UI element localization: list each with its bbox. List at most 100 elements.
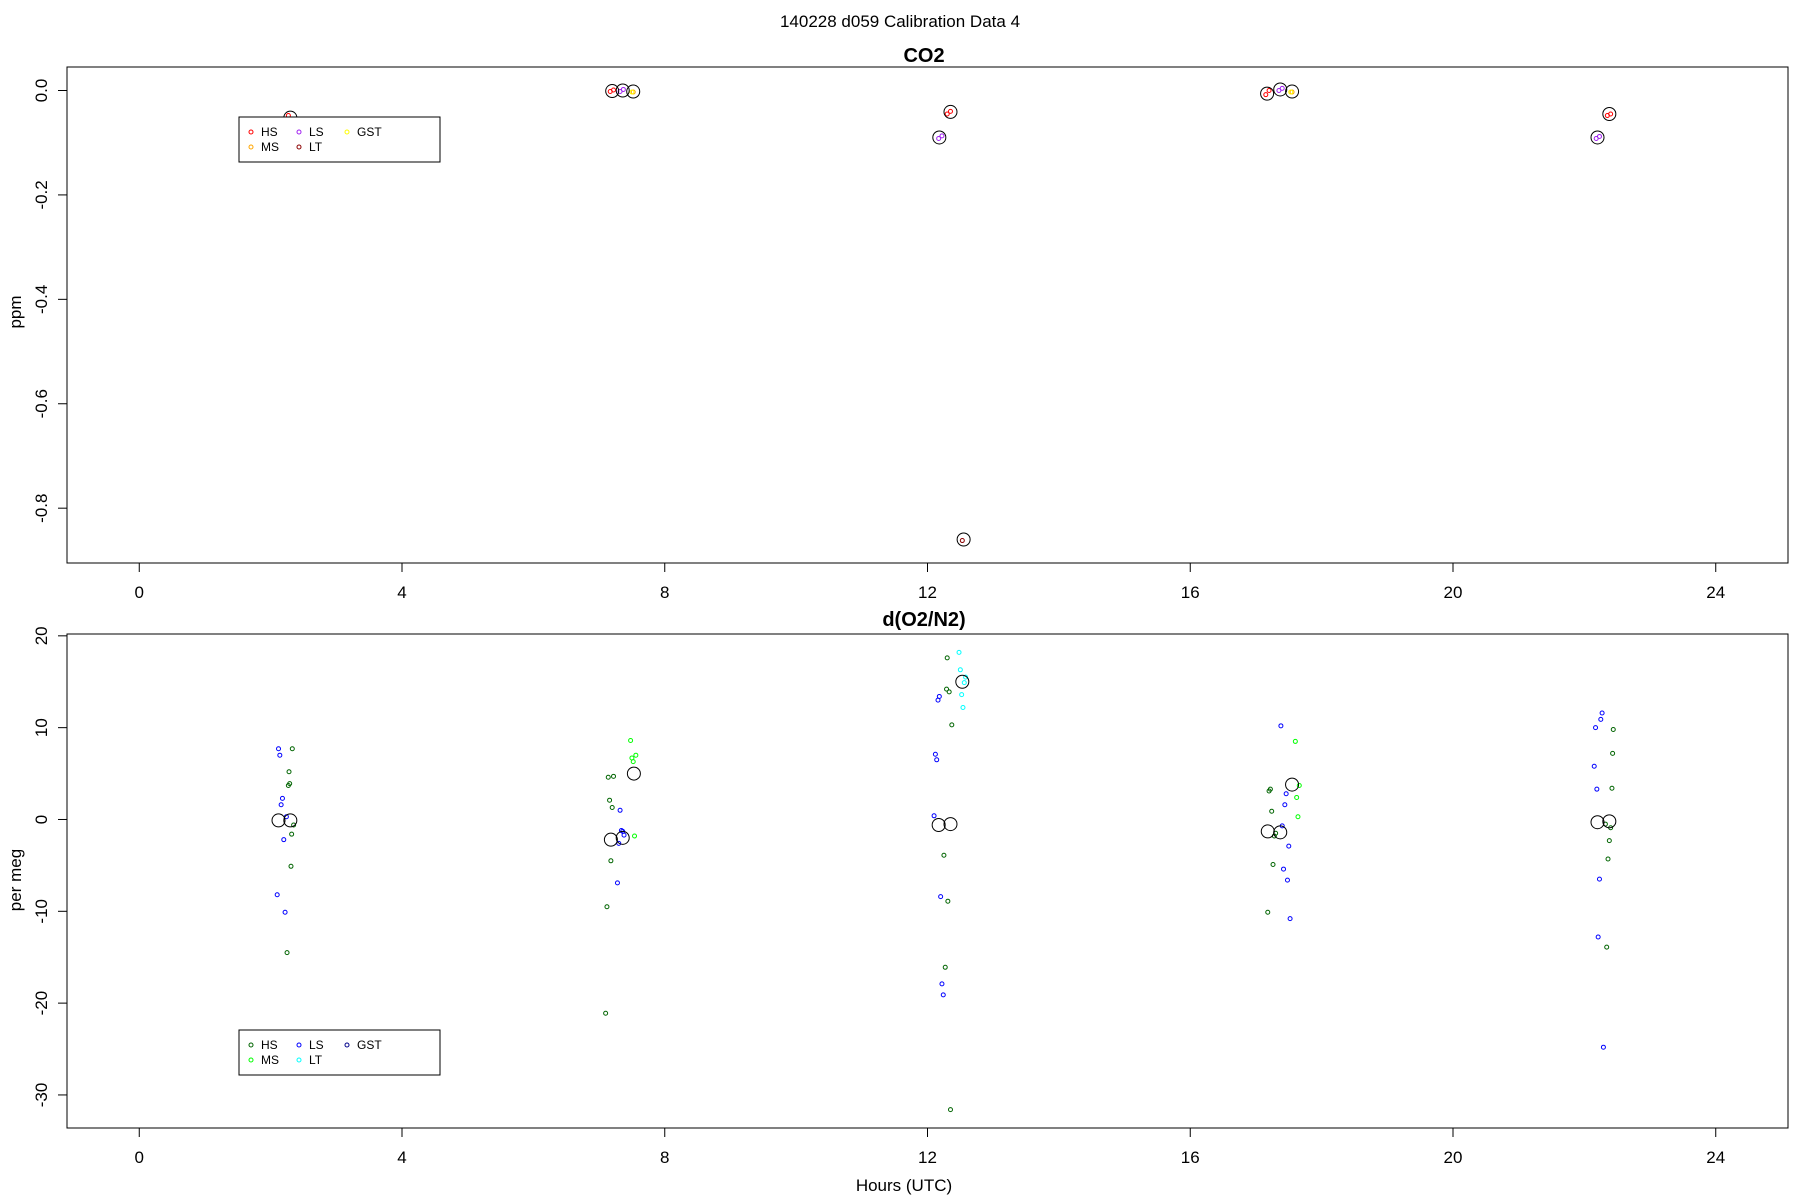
co2-point-lt	[959, 538, 965, 544]
o2n2-point-ms	[1294, 794, 1300, 800]
o2n2-point-hs	[941, 852, 947, 858]
co2-point-ls	[936, 136, 942, 142]
o2n2-point-hs	[947, 1107, 953, 1113]
o2n2-point-hs	[1270, 861, 1276, 867]
o2n2-point-ls	[940, 992, 946, 998]
o2n2-point-hs	[603, 1010, 609, 1016]
o2n2-y-tick-label: 10	[32, 718, 51, 737]
o2n2-point-lt	[959, 692, 965, 698]
o2n2-legend-label-lt: LT	[309, 1053, 323, 1067]
o2n2-point-ls	[1282, 802, 1288, 808]
o2n2-point-hs	[607, 797, 613, 803]
o2n2-legend-label-gst: GST	[357, 1038, 382, 1052]
co2-legend-marker-ls	[296, 129, 302, 135]
o2n2-x-tick-label: 12	[918, 1148, 937, 1167]
o2n2-xlabel: Hours (UTC)	[856, 1176, 952, 1195]
o2n2-point-hs	[291, 822, 297, 828]
o2n2-point-ls	[931, 813, 937, 819]
co2-point-hs	[947, 108, 953, 114]
o2n2-point-hs	[1604, 944, 1610, 950]
o2n2-point-hs	[1265, 909, 1271, 915]
co2-point-gst	[1288, 89, 1294, 95]
o2n2-x-tick-label: 0	[135, 1148, 144, 1167]
co2-mean-marker	[626, 84, 641, 99]
o2n2-mean-marker	[615, 830, 630, 845]
o2n2-point-ms	[633, 752, 639, 758]
co2-mean-marker	[1260, 86, 1275, 101]
o2n2-point-ls	[936, 693, 942, 699]
o2n2-mean-marker	[955, 674, 970, 689]
co2-legend-label-ms: MS	[261, 140, 279, 154]
o2n2-point-ls	[1594, 786, 1600, 792]
o2n2-x-tick-label: 20	[1444, 1148, 1463, 1167]
co2-legend-box	[238, 116, 441, 163]
co2-mean-marker	[932, 130, 947, 145]
o2n2-point-hs	[289, 746, 295, 752]
co2-mean-marker	[956, 532, 971, 547]
o2n2-point-ls	[279, 795, 285, 801]
co2-mean-marker	[1590, 130, 1605, 145]
o2n2-point-hs	[286, 769, 292, 775]
o2n2-panel: d(O2/N2) per meg Hours (UTC) 0 4 8 12 16 20 24…	[6, 609, 1789, 1195]
o2n2-y-tick-label: 20	[32, 626, 51, 645]
co2-point-hs	[1263, 92, 1269, 98]
figure-suptitle: 140228 d059 Calibration Data 4	[780, 12, 1020, 31]
o2n2-point-ls	[1278, 723, 1284, 729]
co2-x-tick-label: 0	[135, 583, 144, 602]
o2n2-x-tick-label: 8	[660, 1148, 669, 1167]
o2n2-point-hs	[605, 774, 611, 780]
co2-mean-marker	[1602, 106, 1617, 121]
co2-legend-label-gst: GST	[357, 125, 382, 139]
o2n2-ylabel: per meg	[6, 849, 25, 911]
o2n2-mean-marker	[1602, 814, 1617, 829]
o2n2-point-ls	[1593, 725, 1599, 731]
o2n2-point-ms	[1296, 783, 1302, 789]
o2n2-point-ls	[1591, 763, 1597, 769]
co2-legend-label-hs: HS	[261, 125, 278, 139]
o2n2-point-ls	[932, 751, 938, 757]
o2n2-legend-marker-ls	[296, 1042, 302, 1048]
co2-legend-marker-ms	[248, 144, 254, 150]
o2n2-mean-marker	[931, 817, 946, 832]
co2-point-ls	[1279, 85, 1285, 91]
co2-y-tick-label: -0.8	[32, 494, 51, 523]
o2n2-point-ls	[621, 832, 627, 838]
co2-x-tick-label: 20	[1444, 583, 1463, 602]
co2-legend-label-ls: LS	[309, 125, 324, 139]
o2n2-point-ls	[1598, 716, 1604, 722]
o2n2-point-hs	[1606, 838, 1612, 844]
co2-point-hs	[944, 111, 950, 117]
o2n2-mean-marker	[626, 766, 641, 781]
o2n2-point-hs	[949, 722, 955, 728]
o2n2-point-hs	[288, 863, 294, 869]
co2-point-ls	[1596, 133, 1602, 139]
co2-x-tick-label: 12	[918, 583, 937, 602]
co2-point-hs	[611, 87, 617, 93]
o2n2-legend-label-hs: HS	[261, 1038, 278, 1052]
o2n2-point-hs	[287, 781, 293, 787]
co2-ylabel: ppm	[6, 295, 25, 328]
o2n2-y-tick-label: -20	[32, 991, 51, 1016]
o2n2-x-tick-label: 4	[397, 1148, 406, 1167]
o2n2-point-lt	[961, 680, 967, 686]
o2n2-point-ls	[938, 894, 944, 900]
o2n2-y-tick-label: 0	[32, 815, 51, 824]
o2n2-point-ls	[1595, 934, 1601, 940]
o2n2-point-ls	[278, 802, 284, 808]
co2-y-tick-label: -0.2	[32, 180, 51, 209]
o2n2-point-ls	[1281, 866, 1287, 872]
o2n2-point-ls	[614, 880, 620, 886]
o2n2-mean-marker	[1260, 824, 1275, 839]
co2-mean-marker	[943, 104, 958, 119]
co2-mean-marker	[1285, 84, 1300, 99]
o2n2-point-ms	[632, 833, 638, 839]
o2n2-point-lt	[963, 674, 969, 680]
o2n2-point-ls	[1599, 710, 1605, 716]
o2n2-point-ls	[276, 746, 282, 752]
co2-y-tick-label: 0.0	[32, 79, 51, 103]
o2n2-point-hs	[1609, 785, 1615, 791]
o2n2-point-hs	[946, 689, 952, 695]
o2n2-point-ls	[274, 892, 280, 898]
o2n2-point-hs	[289, 831, 295, 837]
